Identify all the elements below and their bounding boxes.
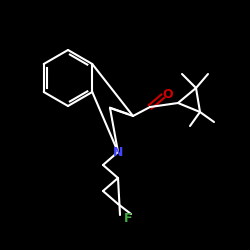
Text: O: O xyxy=(163,88,173,101)
Text: N: N xyxy=(113,146,123,158)
Text: F: F xyxy=(124,212,132,226)
